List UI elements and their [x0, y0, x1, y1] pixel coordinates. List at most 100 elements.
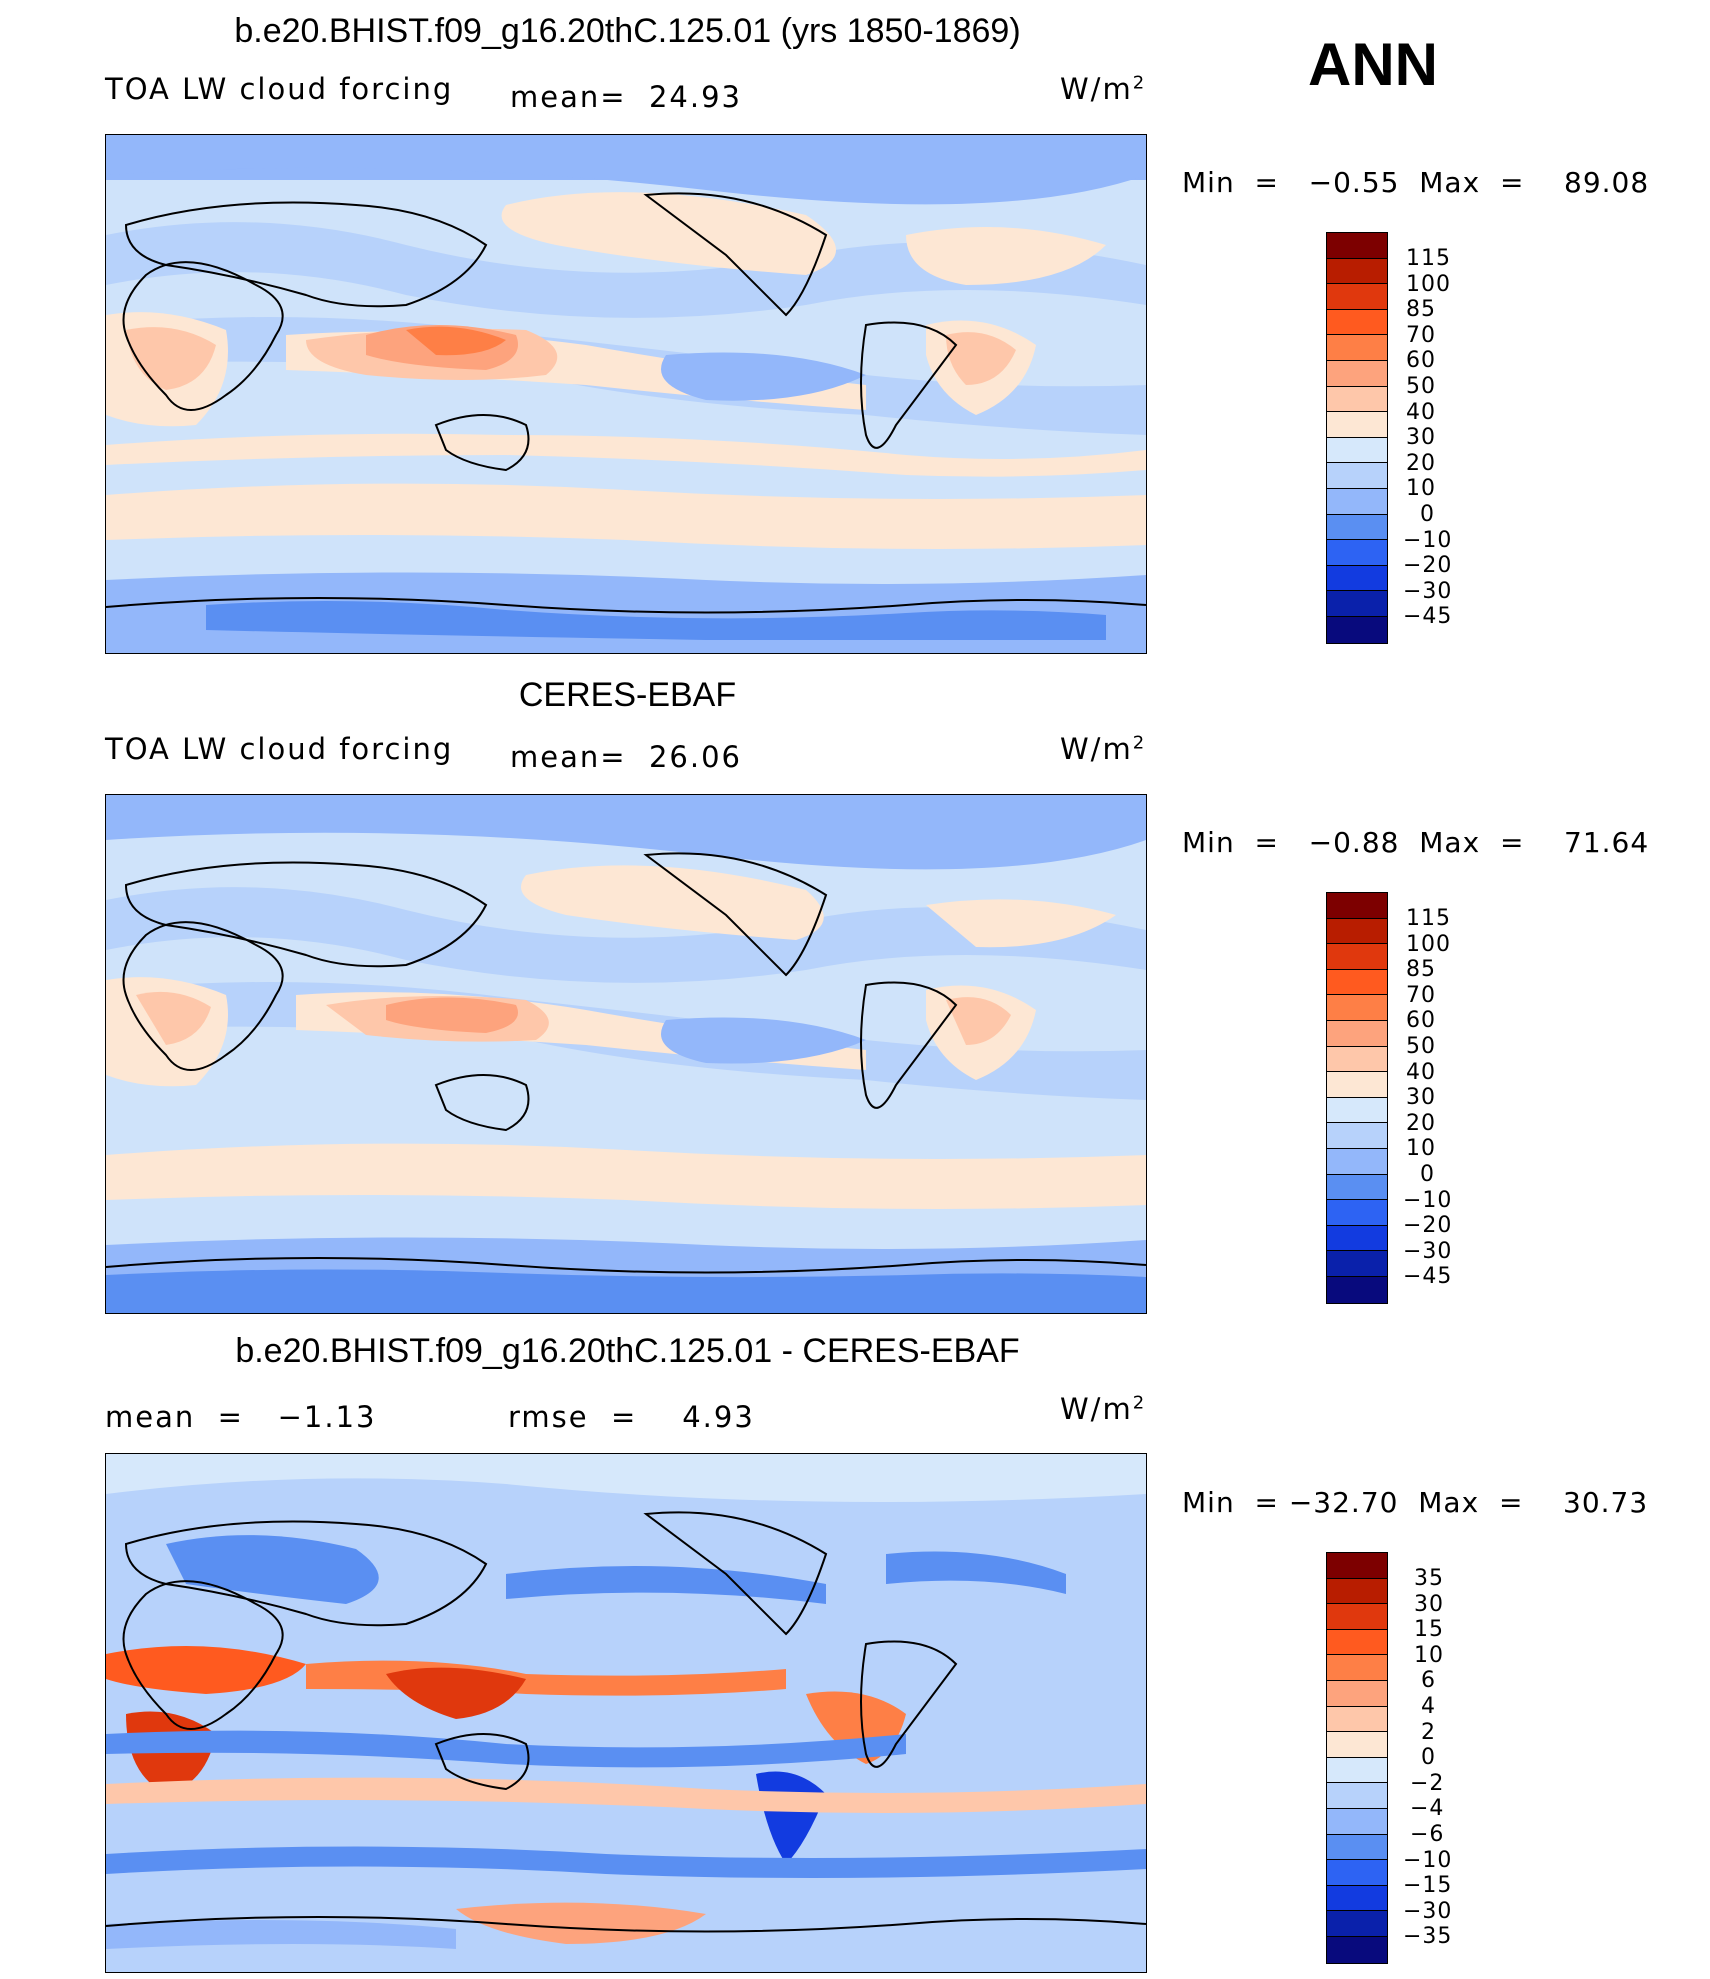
panel-3-colorbar-tick: −35: [1403, 1924, 1453, 1949]
panel-2-colorbar-tick: 50: [1406, 1034, 1436, 1059]
colorbar-segment: [1327, 565, 1387, 592]
panel-3-colorbar-tick: −30: [1403, 1899, 1453, 1924]
panel-3-min-max: Min = −32.70 Max = 30.73: [1182, 1486, 1649, 1519]
panel-1-colorbar-tick: 40: [1406, 400, 1436, 425]
panel-2-mean-label: mean= 26.06: [510, 740, 742, 774]
panel-1-mean-label: mean= 24.93: [510, 80, 742, 114]
colorbar-segment: [1327, 591, 1387, 617]
colorbar-segment: [1327, 1885, 1387, 1912]
colorbar-segment: [1327, 1681, 1387, 1707]
panel-1-colorbar-tick: −45: [1403, 604, 1453, 629]
colorbar-segment: [1327, 1834, 1387, 1861]
panel-3-colorbar-tick: 35: [1414, 1566, 1444, 1591]
colorbar-segment: [1327, 437, 1387, 464]
panel-1-colorbar-tick: 10: [1406, 476, 1436, 501]
colorbar-segment: [1327, 1277, 1387, 1303]
colorbar-segment: [1327, 335, 1387, 361]
panel-1-map-graphic: [106, 135, 1146, 653]
panel-1-colorbar-tick: 100: [1406, 272, 1451, 297]
colorbar-segment: [1327, 1149, 1387, 1175]
panel-2-title: CERES-EBAF: [518, 676, 737, 714]
panel-2-colorbar-tick: 30: [1406, 1085, 1436, 1110]
panel-3-colorbar-tick: −6: [1410, 1822, 1445, 1847]
panel-1-colorbar-tick: 60: [1406, 348, 1436, 373]
panel-1-colorbar-tick: 70: [1406, 323, 1436, 348]
season-label: ANN: [1308, 31, 1438, 98]
colorbar-segment: [1327, 944, 1387, 970]
colorbar-segment: [1327, 1578, 1387, 1605]
colorbar-segment: [1327, 258, 1387, 285]
panel-2-colorbar-tick: 70: [1406, 983, 1436, 1008]
panel-2-colorbar-tick: 100: [1406, 932, 1451, 957]
colorbar-segment: [1327, 1604, 1387, 1630]
panel-1-colorbar-tick: 50: [1406, 374, 1436, 399]
colorbar-segment: [1327, 1097, 1387, 1124]
panel-3-rmse-label: rmse = 4.93: [508, 1400, 755, 1434]
colorbar-segment: [1327, 489, 1387, 515]
panel-3-colorbar: [1326, 1552, 1388, 1964]
panel-1-colorbar-tick: 20: [1406, 451, 1436, 476]
panel-1-colorbar-tick: 85: [1406, 297, 1436, 322]
panel-3-units: W/m2: [1060, 1392, 1147, 1426]
colorbar-segment: [1327, 463, 1387, 489]
panel-3-colorbar-tick: 2: [1421, 1720, 1436, 1745]
panel-1-map: [105, 134, 1147, 654]
panel-1-colorbar-tick: −30: [1403, 579, 1453, 604]
panel-3-colorbar-tick: 4: [1421, 1694, 1436, 1719]
panel-2-colorbar-tick: 20: [1406, 1111, 1436, 1136]
colorbar-segment: [1327, 309, 1387, 336]
panel-1-colorbar-tick: −20: [1403, 553, 1453, 578]
colorbar-segment: [1327, 893, 1387, 919]
panel-3-map-graphic: [106, 1454, 1146, 1972]
panel-3-colorbar-tick: 30: [1414, 1592, 1444, 1617]
colorbar-segment: [1327, 1911, 1387, 1937]
panel-3-colorbar-tick: −4: [1410, 1796, 1445, 1821]
panel-2-units: W/m2: [1060, 732, 1147, 766]
colorbar-segment: [1327, 1225, 1387, 1252]
colorbar-segment: [1327, 386, 1387, 413]
colorbar-segment: [1327, 1757, 1387, 1784]
panel-2-colorbar-tick: 115: [1406, 906, 1451, 931]
panel-3-colorbar-tick: 6: [1421, 1668, 1436, 1693]
colorbar-segment: [1327, 1629, 1387, 1656]
colorbar-segment: [1327, 1655, 1387, 1681]
panel-2-colorbar-tick: 60: [1406, 1008, 1436, 1033]
colorbar-segment: [1327, 1783, 1387, 1809]
panel-2-variable-label: TOA LW cloud forcing: [105, 732, 454, 766]
colorbar-segment: [1327, 617, 1387, 643]
colorbar-segment: [1327, 1937, 1387, 1963]
panel-1-title: b.e20.BHIST.f09_g16.20thC.125.01 (yrs 18…: [234, 12, 1021, 50]
panel-2-colorbar-tick: 40: [1406, 1060, 1436, 1085]
panel-1-units: W/m2: [1060, 72, 1147, 106]
panel-3-colorbar-tick: 15: [1414, 1617, 1444, 1642]
panel-1-colorbar-tick: 115: [1406, 246, 1451, 271]
colorbar-segment: [1327, 1174, 1387, 1201]
colorbar-segment: [1327, 1860, 1387, 1886]
colorbar-segment: [1327, 918, 1387, 945]
panel-2-colorbar-tick: 0: [1420, 1162, 1435, 1187]
panel-1-colorbar-tick: 0: [1420, 502, 1435, 527]
colorbar-segment: [1327, 1021, 1387, 1047]
panel-2-colorbar-tick: −45: [1403, 1264, 1453, 1289]
panel-3-colorbar-tick: 0: [1421, 1745, 1436, 1770]
colorbar-segment: [1327, 1072, 1387, 1098]
panel-2-colorbar-tick: −10: [1403, 1188, 1453, 1213]
panel-3-mean-label: mean = −1.13: [105, 1400, 377, 1434]
colorbar-segment: [1327, 969, 1387, 996]
panel-1-min-max: Min = −0.55 Max = 89.08: [1182, 166, 1650, 199]
panel-2-colorbar-tick: −20: [1403, 1213, 1453, 1238]
panel-2-colorbar-tick: −30: [1403, 1239, 1453, 1264]
colorbar-segment: [1327, 233, 1387, 259]
panel-2-min-max: Min = −0.88 Max = 71.64: [1182, 826, 1650, 859]
panel-3-colorbar-tick: 10: [1414, 1643, 1444, 1668]
colorbar-segment: [1327, 995, 1387, 1021]
colorbar-segment: [1327, 1123, 1387, 1149]
panel-2-map-graphic: [106, 795, 1146, 1313]
panel-3-colorbar-tick: −15: [1403, 1873, 1453, 1898]
colorbar-segment: [1327, 1732, 1387, 1758]
colorbar-segment: [1327, 1200, 1387, 1226]
colorbar-segment: [1327, 412, 1387, 438]
colorbar-segment: [1327, 1553, 1387, 1579]
panel-2-colorbar-tick: 85: [1406, 957, 1436, 982]
panel-3-title: b.e20.BHIST.f09_g16.20thC.125.01 - CERES…: [235, 1332, 1020, 1370]
